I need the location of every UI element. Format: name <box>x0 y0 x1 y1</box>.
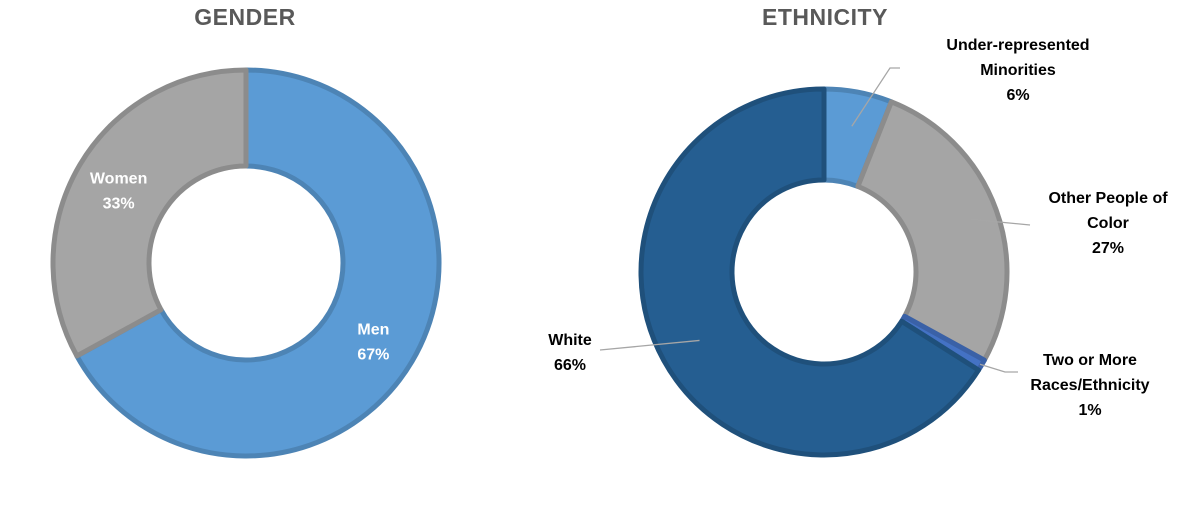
leader-line-two-or-more-races-ethnicity <box>979 363 1018 373</box>
gender-slice-men <box>74 67 442 459</box>
ethnicity-data-label-other-people-of-color: Other People of Color 27% <box>1048 190 1168 257</box>
gender-slice-women <box>50 67 249 359</box>
gender-data-label-women: Women 33% <box>90 171 147 213</box>
leader-line-white <box>599 339 700 351</box>
ethnicity-data-label-under-represented-minorities: Under-represented Minorities 6% <box>946 37 1089 104</box>
gender-chart-title: GENDER <box>194 4 296 30</box>
leader-line-under-represented-minorities <box>851 67 900 127</box>
ethnicity-data-label-white: White 66% <box>548 332 592 374</box>
leader-line-other-people-of-color <box>970 218 1031 226</box>
gender-data-label-men: Men 67% <box>357 321 389 363</box>
ethnicity-slice-white <box>638 86 982 458</box>
ethnicity-slice-other-people-of-color <box>855 99 1010 363</box>
ethnicity-data-label-two-or-more-races-ethnicity: Two or More Races/Ethnicity 1% <box>1030 352 1149 419</box>
ethnicity-chart-title: ETHNICITY <box>762 4 888 30</box>
